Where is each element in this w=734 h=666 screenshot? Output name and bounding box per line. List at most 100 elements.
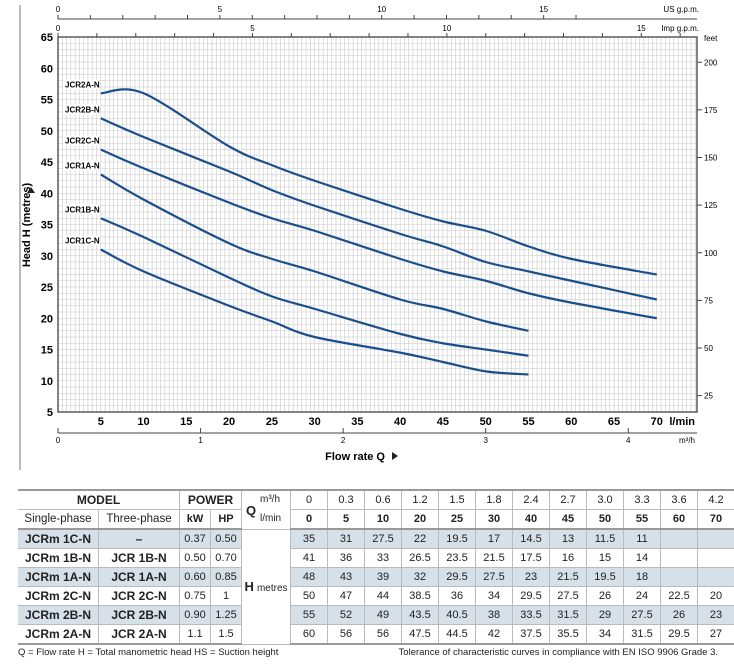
head-value: 37.5 xyxy=(512,624,550,645)
head-value: 14.5 xyxy=(512,529,550,549)
head-value: 27.5 xyxy=(364,529,402,549)
head-value: 29 xyxy=(586,605,624,625)
power-kw: 1.1 xyxy=(179,624,211,645)
legend-note: Q = Flow rate H = Total manometric head … xyxy=(18,647,279,658)
head-value: 13 xyxy=(549,529,587,549)
head-value: 24 xyxy=(623,586,661,606)
curve-label: JCR1A-N xyxy=(65,162,100,171)
head-value: 49 xyxy=(364,605,402,625)
head-value: 11.5 xyxy=(586,529,624,549)
curve-jcr1c-n xyxy=(100,248,529,376)
q-symbol: Q xyxy=(246,503,257,518)
y-tick-label: 40 xyxy=(41,188,53,200)
head-value: 56 xyxy=(327,624,365,645)
q-m3h-value: 1.5 xyxy=(438,489,476,510)
head-value xyxy=(697,529,734,549)
head-value: 21.5 xyxy=(475,548,513,568)
feet-tick-label: 200 xyxy=(704,58,718,67)
head-value: 27 xyxy=(697,624,734,645)
curve-label-bg xyxy=(63,79,100,90)
power-hp: 0.85 xyxy=(210,567,242,587)
y-axis-arrow-icon xyxy=(27,187,35,193)
us-gpm-tick-label: 15 xyxy=(539,5,548,14)
x-tick-label: 50 xyxy=(480,416,492,428)
head-value xyxy=(660,529,698,549)
model-header: MODEL xyxy=(18,489,180,510)
head-value: 23 xyxy=(697,605,734,625)
single-phase-model: JCRm 2C-N xyxy=(18,586,99,606)
x-tick-label: 45 xyxy=(437,416,449,428)
x-tick-label: 15 xyxy=(180,416,192,428)
y-tick-label: 25 xyxy=(41,282,53,294)
x-tick-label: 70 xyxy=(651,416,663,428)
q-m3h-unit: m³/h xyxy=(260,494,280,505)
q-lmin-value: 55 xyxy=(623,509,661,530)
power-header: POWER xyxy=(179,489,242,510)
curve-jcr1b-n xyxy=(100,217,529,357)
kw-header: kW xyxy=(179,509,211,530)
table-row: JCRm 2C-N JCR 2C-N 0.75 1 50 47 44 38.5 36 34 29.5… xyxy=(18,586,734,606)
head-value: 33.5 xyxy=(512,605,550,625)
tolerance-note: Tolerance of characteristic curves in co… xyxy=(398,647,718,658)
us-gpm-tick-label: 5 xyxy=(218,5,223,14)
y-tick-label: 50 xyxy=(41,126,53,138)
three-phase-model: JCR 2B-N xyxy=(98,605,180,625)
m3h-tick-label: 4 xyxy=(626,436,631,445)
head-value: 31.5 xyxy=(549,605,587,625)
performance-table: MODEL POWER Q m³/h l/min 0 0.3 0.6 1.2 1.5 1.… xyxy=(18,489,734,645)
table-row: JCRm 1B-N JCR 1B-N 0.50 0.70 41 36 33 26.5 23.5 2… xyxy=(18,548,734,568)
head-value: 31.5 xyxy=(623,624,661,645)
imp-gpm-tick-label: 0 xyxy=(56,24,61,33)
q-lmin-value: 70 xyxy=(697,509,734,530)
power-hp: 0.50 xyxy=(210,529,242,549)
hp-header: HP xyxy=(210,509,242,530)
head-value: 35.5 xyxy=(549,624,587,645)
head-value: 11 xyxy=(623,529,661,549)
q-m3h-value: 0 xyxy=(290,489,328,510)
head-value: 33 xyxy=(364,548,402,568)
single-phase-model: JCRm 2A-N xyxy=(18,624,99,645)
imp-gpm-unit-label: Imp g.p.m. xyxy=(661,24,699,33)
head-value: 32 xyxy=(401,567,439,587)
head-value: 43.5 xyxy=(401,605,439,625)
head-value: 56 xyxy=(364,624,402,645)
q-m3h-value: 1.2 xyxy=(401,489,439,510)
curves: JCR2A-N JCR2B-N JCR2C-N JCR1A-N JCR1B-N JCR1C… xyxy=(63,79,658,376)
power-kw: 0.75 xyxy=(179,586,211,606)
imp-gpm-tick-label: 10 xyxy=(442,24,451,33)
x-tick-label: 30 xyxy=(308,416,320,428)
q-lmin-value: 50 xyxy=(586,509,624,530)
y-tick-label: 55 xyxy=(41,95,53,107)
h-symbol: H xyxy=(244,579,254,594)
head-value xyxy=(660,548,698,568)
q-m3h-value: 4.2 xyxy=(697,489,734,510)
y-tick-label: 45 xyxy=(41,157,53,169)
curve-jcr2a-n xyxy=(100,88,657,276)
curve-jcr1a-n xyxy=(100,173,529,332)
q-m3h-value: 2.4 xyxy=(512,489,550,510)
head-value: 39 xyxy=(364,567,402,587)
head-value: 41 xyxy=(290,548,328,568)
x-tick-label: 65 xyxy=(608,416,620,428)
imp-gpm-tick-label: 15 xyxy=(637,24,646,33)
head-value: 40.5 xyxy=(438,605,476,625)
q-m3h-value: 0.6 xyxy=(364,489,402,510)
three-phase-model: JCR 1B-N xyxy=(98,548,180,568)
m3h-unit-label: m³/h xyxy=(679,436,695,445)
head-value: 44 xyxy=(364,586,402,606)
head-value: 36 xyxy=(327,548,365,568)
curve-jcr2c-n xyxy=(100,148,657,320)
x-tick-label: 25 xyxy=(266,416,278,428)
x-tick-label: 10 xyxy=(137,416,149,428)
power-kw: 0.90 xyxy=(179,605,211,625)
x-unit-label: l/min xyxy=(669,416,695,428)
feet-tick-label: 175 xyxy=(704,106,718,115)
q-lmin-value: 60 xyxy=(660,509,698,530)
curve-label-bg xyxy=(63,160,100,171)
single-phase-model: JCRm 2B-N xyxy=(18,605,99,625)
y-tick-label: 5 xyxy=(47,407,53,419)
q-lmin-value: 20 xyxy=(401,509,439,530)
head-value: 43 xyxy=(327,567,365,587)
m3h-tick-label: 3 xyxy=(483,436,488,445)
